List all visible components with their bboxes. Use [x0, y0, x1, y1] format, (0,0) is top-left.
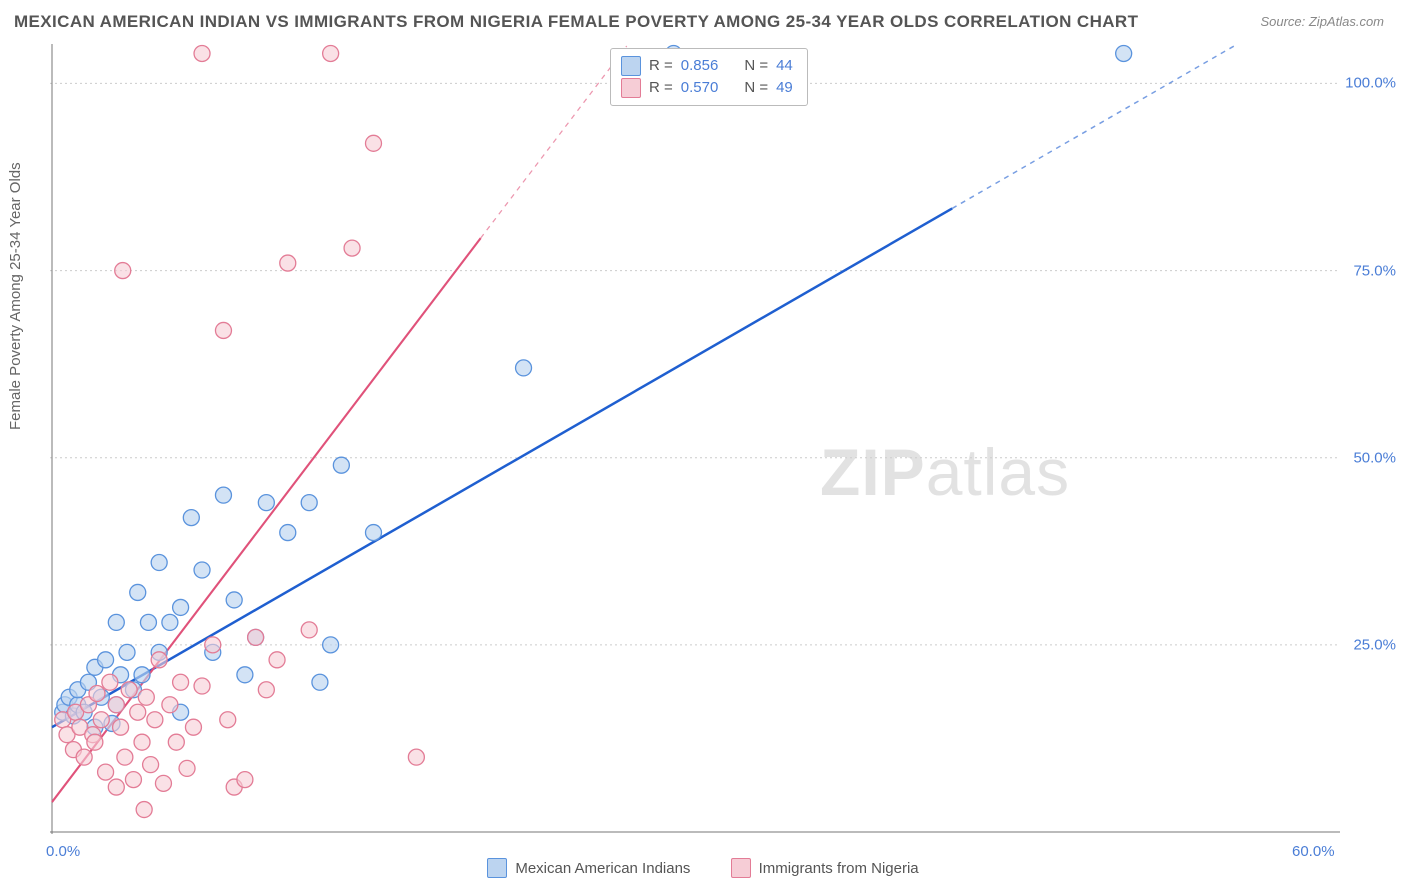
y-tick-label: 75.0%: [1353, 262, 1396, 279]
legend-item-2: Immigrants from Nigeria: [731, 858, 919, 878]
y-tick-label: 50.0%: [1353, 449, 1396, 466]
legend-item-1: Mexican American Indians: [487, 858, 690, 878]
swatch-series1: [621, 56, 641, 76]
plot-area: ZIPatlas R = 0.856 N = 44 R = 0.570 N = …: [50, 44, 1340, 834]
stat-row-series1: R = 0.856 N = 44: [621, 55, 793, 77]
stat-n-label: N =: [744, 55, 768, 77]
source-attribution: Source: ZipAtlas.com: [1260, 14, 1384, 29]
stat-r-value-1: 0.856: [681, 55, 719, 77]
legend-swatch-1: [487, 858, 507, 878]
legend-swatch-2: [731, 858, 751, 878]
legend-label-2: Immigrants from Nigeria: [759, 860, 919, 877]
stat-r-value-2: 0.570: [681, 77, 719, 99]
chart-svg: [50, 44, 1340, 834]
correlation-stats-box: R = 0.856 N = 44 R = 0.570 N = 49: [610, 48, 808, 106]
stat-n-value-1: 44: [776, 55, 793, 77]
legend-label-1: Mexican American Indians: [515, 860, 690, 877]
swatch-series2: [621, 78, 641, 98]
y-tick-label: 25.0%: [1353, 636, 1396, 653]
stat-r-label: R =: [649, 77, 673, 99]
y-tick-label: 100.0%: [1345, 75, 1396, 92]
stat-row-series2: R = 0.570 N = 49: [621, 77, 793, 99]
stat-r-label: R =: [649, 55, 673, 77]
bottom-legend: Mexican American Indians Immigrants from…: [0, 858, 1406, 882]
y-axis-label: Female Poverty Among 25-34 Year Olds: [7, 162, 24, 430]
stat-n-value-2: 49: [776, 77, 793, 99]
chart-title: MEXICAN AMERICAN INDIAN VS IMMIGRANTS FR…: [14, 12, 1138, 32]
stat-n-label: N =: [744, 77, 768, 99]
